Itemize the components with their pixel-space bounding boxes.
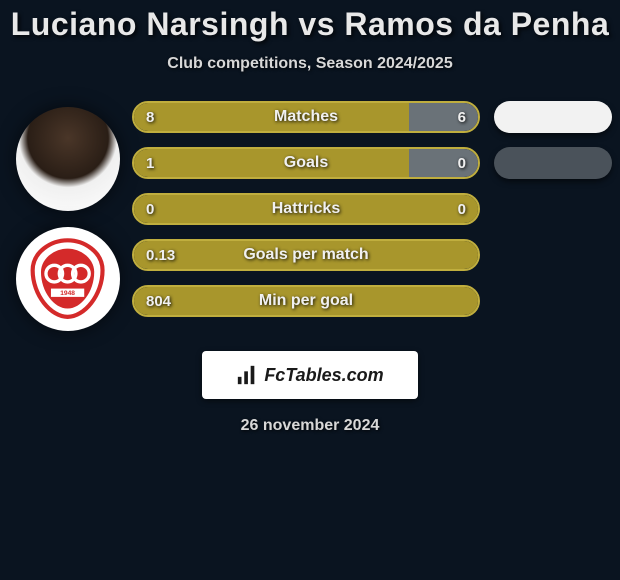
stat-row-gpm: 0.13 Goals per match	[132, 239, 480, 271]
branding-text: FcTables.com	[264, 365, 383, 386]
stat-value-left: 1	[146, 149, 154, 177]
club-crest-icon: 1948	[26, 237, 109, 320]
player1-avatar	[16, 107, 120, 211]
date-line: 26 november 2024	[0, 417, 620, 435]
stat-row-goals: 1 Goals 0	[132, 147, 480, 179]
branding-badge[interactable]: FcTables.com	[202, 351, 418, 399]
avatars-column: 1948	[8, 101, 128, 331]
stat-value-left: 804	[146, 287, 171, 315]
page-title: Luciano Narsingh vs Ramos da Penha	[0, 6, 620, 43]
stat-value-right: 0	[458, 195, 466, 223]
stat-bar: 804 Min per goal	[132, 285, 480, 317]
stat-row-matches: 8 Matches 6	[132, 101, 480, 133]
comparison-widget: Luciano Narsingh vs Ramos da Penha Club …	[0, 0, 620, 435]
stat-value-left: 0.13	[146, 241, 175, 269]
comparison-pill	[494, 147, 612, 179]
stat-bar: 8 Matches 6	[132, 101, 480, 133]
svg-text:1948: 1948	[61, 291, 76, 298]
stat-value-right: 0	[458, 149, 466, 177]
right-pills-column	[484, 101, 612, 331]
stat-row-hattricks: 0 Hattricks 0	[132, 193, 480, 225]
stat-value-left: 8	[146, 103, 154, 131]
stat-value-left: 0	[146, 195, 154, 223]
player2-avatar: 1948	[16, 227, 120, 331]
comparison-pill-empty	[494, 239, 612, 271]
chart-icon	[236, 364, 258, 386]
comparison-pill	[494, 101, 612, 133]
stat-row-mpg: 804 Min per goal	[132, 285, 480, 317]
stat-value-right: 6	[458, 103, 466, 131]
comparison-pill-empty	[494, 285, 612, 317]
stat-bars-column: 8 Matches 6 1 Goals 0	[128, 101, 484, 331]
comparison-area: 1948 8 Matches 6 1	[0, 101, 620, 331]
comparison-pill-empty	[494, 193, 612, 225]
stat-bar: 0.13 Goals per match	[132, 239, 480, 271]
page-subtitle: Club competitions, Season 2024/2025	[0, 55, 620, 73]
stat-bar: 1 Goals 0	[132, 147, 480, 179]
stat-bar: 0 Hattricks 0	[132, 193, 480, 225]
